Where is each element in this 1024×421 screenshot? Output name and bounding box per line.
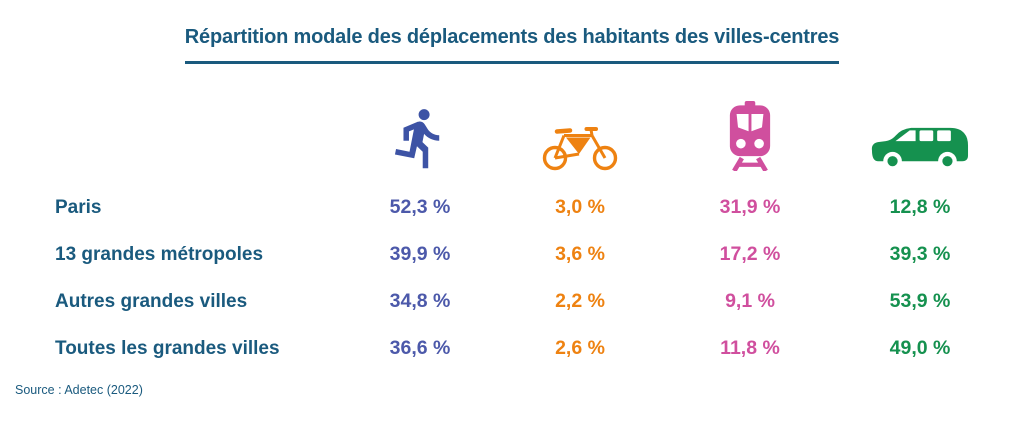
row-label-toutes-les-grandes-villes: Toutes les grandes villes	[55, 337, 280, 359]
value-toutes-walking: 36,6 %	[389, 337, 451, 359]
column-header-walking	[340, 96, 500, 184]
value-metropoles-car: 39,3 %	[889, 243, 951, 265]
bicycle-icon	[542, 124, 618, 171]
car-icon	[871, 122, 969, 171]
value-toutes-bicycle: 2,6 %	[555, 337, 605, 359]
value-autres-train: 9,1 %	[725, 290, 775, 312]
value-paris-train: 31,9 %	[719, 196, 781, 218]
metro-train-icon	[727, 101, 773, 171]
value-toutes-car: 49,0 %	[889, 337, 951, 359]
value-autres-car: 53,9 %	[889, 290, 951, 312]
row-label-autres-grandes-villes: Autres grandes villes	[55, 290, 248, 312]
modal-split-table: Paris 52,3 % 3,0 % 31,9 % 12,8 % 13 gran…	[55, 96, 1000, 372]
value-autres-walking: 34,8 %	[389, 290, 451, 312]
row-label-paris: Paris	[55, 196, 102, 218]
value-autres-bicycle: 2,2 %	[555, 290, 605, 312]
value-paris-bicycle: 3,0 %	[555, 196, 605, 218]
value-paris-car: 12,8 %	[889, 196, 951, 218]
corner-cell	[55, 96, 340, 184]
value-metropoles-bicycle: 3,6 %	[555, 243, 605, 265]
row-label-13-grandes-metropoles: 13 grandes métropoles	[55, 243, 264, 265]
value-metropoles-train: 17,2 %	[719, 243, 781, 265]
title-bar: Répartition modale des déplacements des …	[0, 0, 1024, 64]
column-header-train	[660, 96, 840, 184]
value-paris-walking: 52,3 %	[389, 196, 451, 218]
page-title: Répartition modale des déplacements des …	[184, 26, 839, 64]
pedestrian-walking-icon	[387, 105, 453, 171]
value-toutes-train: 11,8 %	[720, 337, 780, 359]
value-metropoles-walking: 39,9 %	[389, 243, 451, 265]
source-note: Source : Adetec (2022)	[15, 383, 143, 397]
column-header-bicycle	[500, 96, 660, 184]
column-header-car	[840, 96, 1000, 184]
